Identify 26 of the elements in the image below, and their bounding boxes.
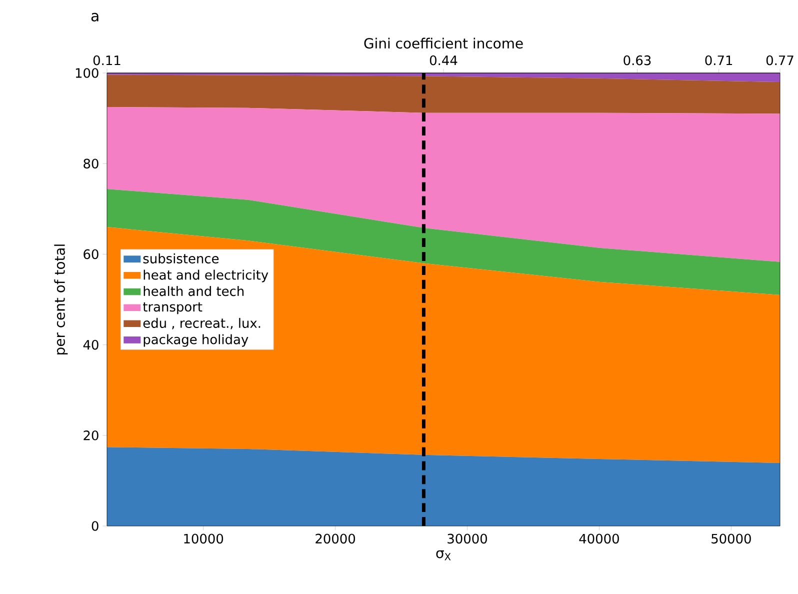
x-tick-label: 40000 [579,534,619,544]
legend-label: transport [142,302,202,314]
x-tick-label: 10000 [184,534,224,544]
y-tick-label: 20 [84,430,98,440]
y-tick-label: 60 [84,249,98,260]
legend-label: heat and electricity [144,270,268,282]
x-tick-label: 30000 [448,534,487,544]
x-tick-label: 50000 [712,534,751,544]
legend-label: edu , recreat., lux. [143,318,260,330]
x-axis-title: σ$_{X}$ [436,550,451,560]
chart-title: a [91,12,98,22]
legend-label: package holiday [144,334,248,347]
legend-label: health and tech [144,286,244,296]
x2-tick-label: 0.11 [93,55,120,66]
y-tick-label: 80 [84,158,98,168]
y-tick-label: 0 [92,521,98,531]
x-tick-label: 20000 [316,534,356,544]
y-tick-label: 100 [76,68,98,78]
x2-tick-label: 0.77 [766,55,794,66]
x2-tick-label: 0.71 [705,55,732,66]
y-tick-label: 40 [83,340,98,350]
x2-tick-label: 0.44 [430,55,458,66]
x2-tick-label: 0.63 [624,55,651,66]
x2-axis-title: Gini coefficient income [364,38,523,49]
y-axis-title: per cent of total [54,244,68,354]
legend-label: subsistence [143,253,219,264]
